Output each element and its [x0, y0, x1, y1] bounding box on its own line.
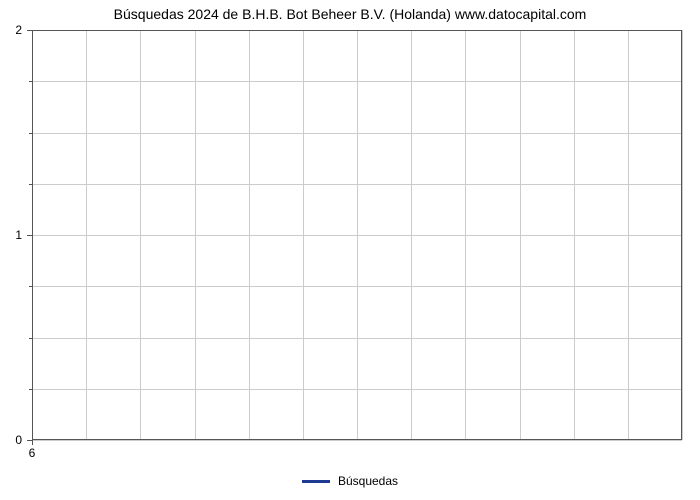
gridline-horizontal [32, 338, 682, 339]
chart-title: Búsquedas 2024 de B.H.B. Bot Beheer B.V.… [0, 6, 700, 22]
gridline-horizontal [32, 389, 682, 390]
gridline-horizontal [32, 30, 682, 31]
y-minor-tick-mark [29, 389, 32, 390]
plot-area: 0126 [32, 30, 682, 440]
legend-series-label: Búsquedas [338, 474, 398, 488]
gridline-horizontal [32, 81, 682, 82]
gridline-horizontal [32, 133, 682, 134]
x-tick-mark [32, 440, 33, 445]
gridline-horizontal [32, 235, 682, 236]
y-minor-tick-mark [29, 133, 32, 134]
y-minor-tick-mark [29, 338, 32, 339]
y-tick-mark [27, 235, 32, 236]
gridline-horizontal [32, 184, 682, 185]
gridline-horizontal [32, 440, 682, 441]
y-minor-tick-mark [29, 286, 32, 287]
gridline-horizontal [32, 286, 682, 287]
y-minor-tick-mark [29, 81, 32, 82]
legend: Búsquedas [0, 474, 700, 488]
chart-container: Búsquedas 2024 de B.H.B. Bot Beheer B.V.… [0, 0, 700, 500]
y-minor-tick-mark [29, 184, 32, 185]
gridline-vertical [682, 30, 683, 440]
y-tick-mark [27, 30, 32, 31]
legend-swatch [302, 480, 330, 483]
